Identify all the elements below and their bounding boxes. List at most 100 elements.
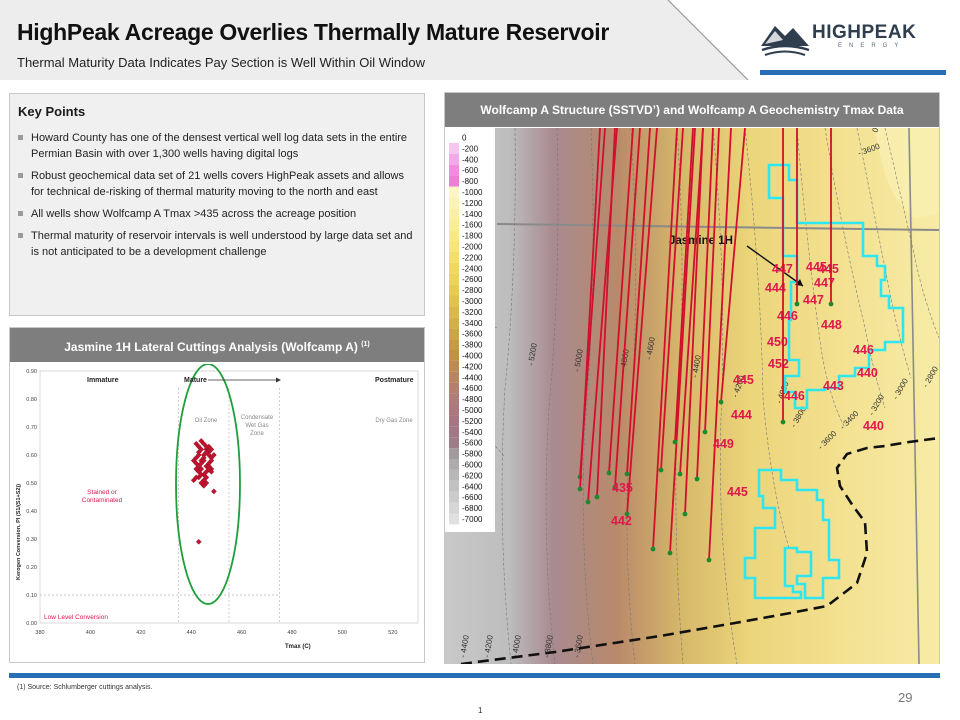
contour-line	[545, 128, 559, 664]
legend-swatch	[449, 448, 459, 459]
well-location	[624, 511, 630, 517]
data-point	[210, 452, 217, 458]
legend-value: -3000	[462, 297, 483, 306]
legend-swatch	[449, 153, 459, 165]
structure-map: 0- 3600- 5200- 5000- 4800- 4600- 4400- 4…	[445, 128, 939, 664]
data-point	[195, 538, 202, 545]
tmax-label: 445	[733, 373, 754, 387]
y-tick-label: 0.10	[26, 593, 37, 599]
tmax-label: 446	[784, 389, 805, 403]
legend-swatch	[449, 295, 459, 307]
legend-value: -4400	[462, 373, 483, 382]
legend-swatch	[449, 480, 459, 492]
tmax-wells: 4474454474454444474464484504464524404454…	[577, 128, 884, 563]
cuttings-panel-title: Jasmine 1H Lateral Cuttings Analysis (Wo…	[10, 328, 424, 362]
tmax-label: 442	[611, 514, 632, 528]
legend-value: -6800	[462, 504, 483, 513]
well-location	[677, 471, 683, 477]
tmax-label: 447	[814, 276, 835, 290]
depth-legend: 0-200 -400 -600 -800 -1000 -1200 -1400 -1600 -18…	[445, 128, 495, 532]
legend-value: -200	[462, 144, 479, 153]
contour-label: - 4000	[510, 634, 523, 658]
data-point	[208, 457, 215, 464]
zone-label-wetgas: Wet Gas	[245, 423, 268, 429]
contour-label: - 4400	[690, 354, 703, 378]
x-tick-label: 420	[136, 630, 145, 636]
tmax-label: 445	[727, 485, 748, 499]
well-location	[624, 471, 630, 477]
legend-value: -5800	[462, 450, 483, 459]
tmax-label: 446	[853, 343, 874, 357]
well-location	[606, 470, 612, 476]
contour-label: - 4400	[458, 634, 471, 658]
legend-swatch	[449, 142, 459, 154]
cuttings-scatter-chart: 380 400 420 440 460 480 500 520 0.00 0.10 0.20 0.30…	[16, 364, 419, 650]
legend-swatch	[449, 273, 459, 285]
legend-swatch	[449, 393, 459, 405]
legend-value: -3800	[462, 341, 483, 350]
well-location	[694, 476, 700, 482]
legend-swatch	[449, 328, 459, 340]
legend-value: -3200	[462, 308, 483, 317]
y-tick-label: 0.80	[26, 397, 37, 403]
mature-arrowhead	[276, 377, 281, 383]
data-point	[210, 488, 217, 495]
legend-swatch	[449, 219, 459, 231]
y-tick-label: 0.50	[26, 481, 37, 487]
y-tick-label: 0.40	[26, 509, 37, 515]
well-pointer-arrow	[746, 245, 804, 287]
legend-value: -4800	[462, 395, 483, 404]
y-tick-label: 0.90	[26, 369, 37, 375]
page-subtitle: Thermal Maturity Data Indicates Pay Sect…	[17, 55, 425, 70]
well-lateral	[626, 128, 658, 515]
key-points-list: Howard County has one of the densest ver…	[17, 130, 419, 266]
zone-label-immature: Immature	[87, 377, 119, 384]
road-line-2	[908, 128, 920, 664]
tmax-label: 444	[731, 408, 752, 422]
legend-swatch	[449, 469, 459, 481]
legend-value: -4200	[462, 362, 483, 371]
data-point	[203, 480, 210, 486]
footnote: (1) Source: Schlumberger cuttings analys…	[17, 684, 153, 691]
legend-value: -2000	[462, 243, 483, 252]
key-point-item: Robust geochemical data set of 21 wells …	[17, 168, 419, 200]
well-location	[794, 301, 800, 307]
page-title: HighPeak Acreage Overlies Thermally Matu…	[17, 19, 610, 45]
legend-value: -5400	[462, 428, 483, 437]
well-lateral	[720, 128, 746, 403]
contour-label: - 3600	[572, 634, 585, 658]
y-tick-label: 0.60	[26, 453, 37, 459]
legend-swatch	[449, 415, 459, 427]
contour-line	[796, 128, 846, 429]
contour-label: - 5200	[526, 342, 539, 366]
tmax-label: 445	[818, 262, 839, 276]
legend-swatch	[449, 164, 459, 176]
well-lateral	[587, 128, 618, 503]
legend-value: -1000	[462, 188, 483, 197]
zone-label-mature: Mature	[184, 377, 207, 384]
well-location	[585, 499, 591, 505]
low-level-label: Low Level Conversion	[44, 614, 108, 621]
page-number-secondary: 1	[478, 706, 483, 715]
legend-swatch	[449, 459, 459, 470]
legend-swatch	[449, 132, 459, 143]
legend-value: -1400	[462, 210, 483, 219]
y-tick-label: 0.30	[26, 537, 37, 543]
y-axis-label: Kerogen Conversion, PI (S1/(S1+S2))	[16, 484, 22, 580]
zone-label-postmature: Postmature	[375, 377, 414, 384]
data-point	[198, 466, 205, 472]
data-point	[200, 457, 207, 464]
data-point	[195, 452, 202, 458]
well-lateral	[669, 128, 696, 554]
tmax-label: 444	[765, 281, 786, 295]
well-lateral	[684, 128, 704, 515]
x-tick-label: 400	[86, 630, 95, 636]
well-lateral	[626, 128, 651, 475]
header-white-corner	[667, 0, 960, 80]
key-point-item: Thermal maturity of reservoir intervals …	[17, 228, 419, 260]
legend-swatch	[449, 251, 459, 263]
legend-value: -6600	[462, 493, 483, 502]
legend-value: -6200	[462, 471, 483, 480]
logo-wordmark: HIGHPEAK	[812, 22, 917, 43]
well-label-jasmine: Jasmine 1H	[669, 235, 733, 247]
